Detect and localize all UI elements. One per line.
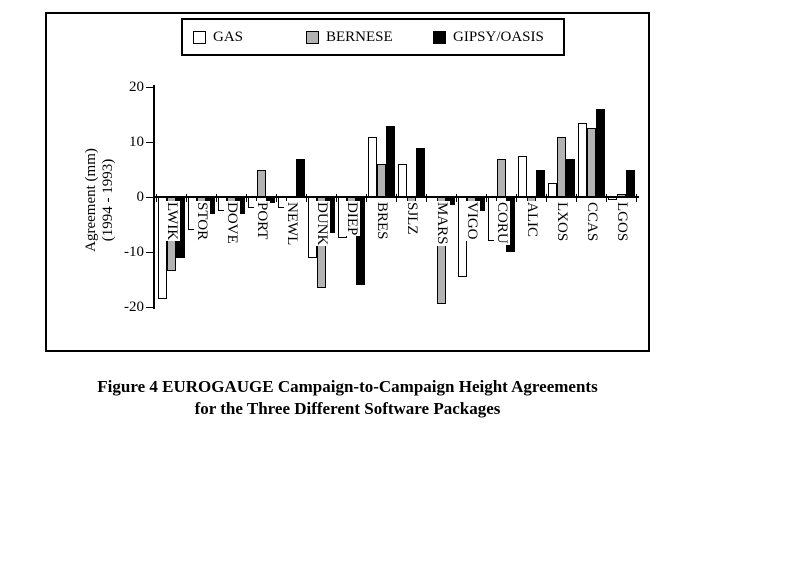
bar-BERNESE-PORT [257,169,266,197]
x-tick-14 [576,194,577,202]
category-label-CCAS: CCAS [584,201,600,243]
bar-GIPSY/OASIS-LXOS [566,158,575,197]
category-label-PORT: PORT [254,201,270,241]
legend-box: GAS BERNESE GIPSY/OASIS [181,18,565,56]
x-tick-11 [486,194,487,202]
x-tick-7 [366,194,367,202]
category-label-LGOS: LGOS [614,201,630,243]
category-label-MARS: MARS [434,201,450,246]
legend-item-bernese: BERNESE [306,20,393,54]
y-axis-line [153,85,155,309]
legend-item-gas: GAS [193,20,243,54]
bar-GAS-LWIK [158,197,167,299]
bar-GIPSY/OASIS-BRES [386,125,395,197]
bar-BERNESE-LXOS [557,136,566,197]
legend-label-gipsy-oasis: GIPSY/OASIS [453,28,544,45]
x-axis-line [155,196,639,198]
x-tick-10 [456,194,457,202]
category-label-ALIC: ALIC [524,201,540,238]
x-tick-8 [396,194,397,202]
gas-swatch-icon [193,30,206,44]
category-label-SJLZ: SJLZ [404,201,420,236]
bar-GAS-BRES [368,136,377,197]
y-tick-0 [146,196,153,198]
x-tick-0 [156,194,157,202]
figure-caption: Figure 4 EUROGAUGE Campaign-to-Campaign … [45,376,650,420]
x-tick-16 [636,194,637,202]
bar-GAS-LXOS [548,183,557,197]
category-label-CORU: CORU [494,201,510,245]
x-tick-12 [516,194,517,202]
bar-GIPSY/OASIS-NEWL [296,158,305,197]
x-tick-1 [186,194,187,202]
bar-BERNESE-BRES [377,164,386,197]
category-label-DUNK: DUNK [314,201,330,247]
y-tick--20 [146,306,153,308]
y-tick-20 [146,86,153,88]
x-tick-9 [426,194,427,202]
y-tick-label--20: -20 [124,299,144,315]
x-tick-4 [276,194,277,202]
category-label-DOVE: DOVE [224,201,240,245]
y-tick-10 [146,141,153,143]
bar-GIPSY/OASIS-CCAS [596,109,605,197]
caption-line1: Figure 4 EUROGAUGE Campaign-to-Campaign … [97,377,598,396]
y-tick-label--10: -10 [124,244,144,260]
legend-label-gas: GAS [213,28,244,45]
bar-GAS-SJLZ [398,164,407,197]
x-tick-6 [336,194,337,202]
bar-GIPSY/OASIS-PORT [266,197,275,203]
bar-GIPSY/OASIS-DIEP [356,197,365,285]
category-label-LWIK: LWIK [164,201,180,242]
legend-item-gipsy-oasis: GIPSY/OASIS [433,20,544,54]
caption-line2: for the Three Different Software Package… [194,399,501,418]
bar-BERNESE-CORU [497,158,506,197]
y-tick-label-20: 20 [129,79,144,95]
legend-label-bernese: BERNESE [326,28,393,45]
category-label-BRES: BRES [374,201,390,241]
figure-frame [45,12,650,352]
gipsy-oasis-swatch-icon [433,30,446,44]
category-label-NEWL: NEWL [284,201,300,247]
y-tick-label-0: 0 [136,189,145,205]
category-label-VIGO: VIGO [464,201,480,241]
bar-BERNESE-CCAS [587,128,596,197]
x-tick-15 [606,194,607,202]
bar-BERNESE-MARS [437,197,446,305]
y-tick--10 [146,251,153,253]
x-tick-3 [246,194,247,202]
bernese-swatch-icon [306,30,319,44]
x-tick-13 [546,194,547,202]
bar-GIPSY/OASIS-SJLZ [416,147,425,197]
category-label-STOR: STOR [194,201,210,242]
bar-GIPSY/OASIS-LGOS [626,169,635,197]
x-tick-5 [306,194,307,202]
bar-GAS-CCAS [578,122,587,197]
bar-GIPSY/OASIS-ALIC [536,169,545,197]
bar-GAS-ALIC [518,155,527,197]
category-label-LXOS: LXOS [554,201,570,243]
bar-GAS-LGOS [608,197,617,200]
category-label-DIEP: DIEP [344,201,360,237]
x-tick-2 [216,194,217,202]
y-tick-label-10: 10 [129,134,144,150]
bar-BERNESE-LGOS [617,194,626,197]
